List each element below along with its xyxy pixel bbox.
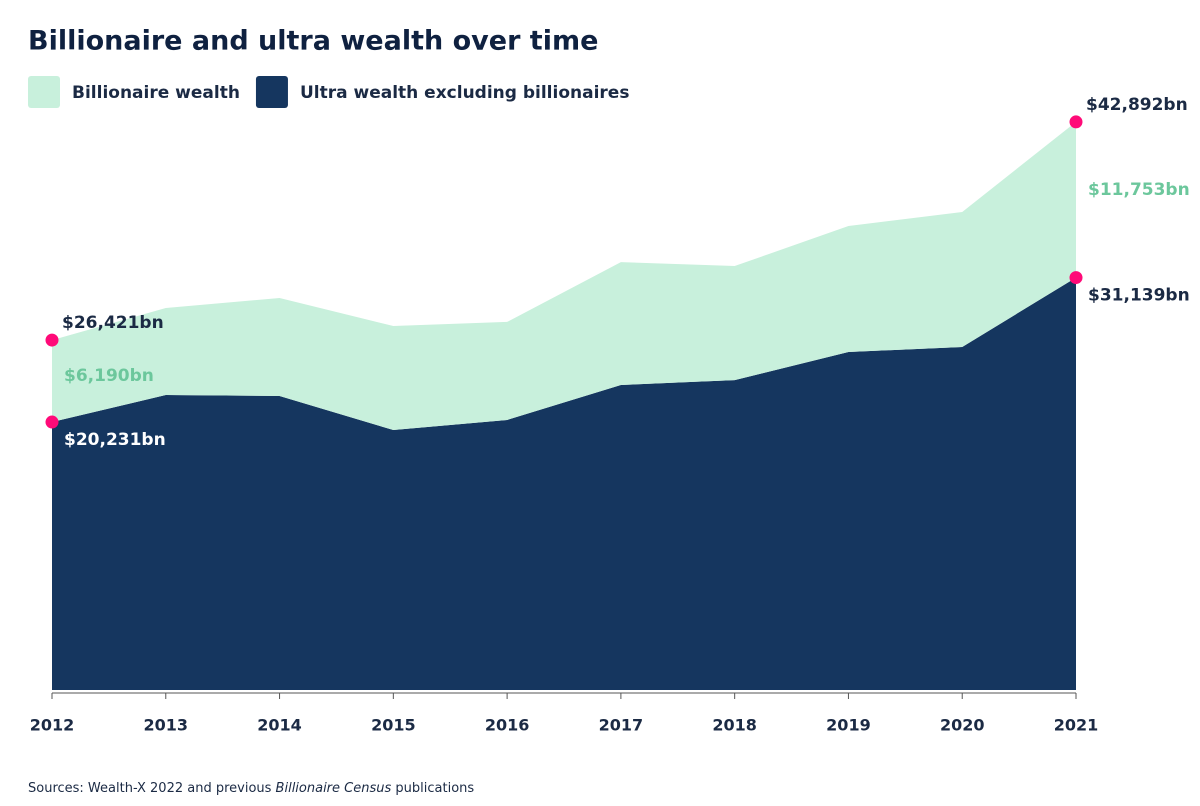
point-dot <box>45 415 59 429</box>
x-tick-label: 2016 <box>485 716 530 735</box>
value-label: $6,190bn <box>64 366 154 386</box>
x-tick-label: 2012 <box>30 716 75 735</box>
point-dot <box>1069 271 1083 285</box>
x-tick-label: 2015 <box>371 716 416 735</box>
area <box>52 277 1076 690</box>
x-tick-label: 2017 <box>599 716 644 735</box>
point-dot <box>1069 115 1083 129</box>
x-tick-label: 2014 <box>257 716 302 735</box>
x-tick-label: 2019 <box>826 716 871 735</box>
annotation: $42,892bn <box>1086 95 1188 115</box>
x-tick-label: 2013 <box>144 716 189 735</box>
annotation: $26,421bn <box>62 313 164 333</box>
legend-label: Billionaire wealth <box>72 83 240 103</box>
legend-swatch <box>255 76 288 108</box>
x-tick-label: 2021 <box>1054 716 1099 735</box>
x-tick-label: 2018 <box>712 716 757 735</box>
source-note: Sources: Wealth-X 2022 and previous Bill… <box>28 781 474 796</box>
value-label: $31,139bn <box>1088 286 1190 306</box>
x-tick-label: 2020 <box>940 716 985 735</box>
source-part: publications <box>391 781 474 796</box>
legend-swatch <box>28 76 60 108</box>
area <box>52 121 1076 431</box>
point-dot <box>45 333 59 347</box>
source-part: Billionaire Census <box>276 781 392 796</box>
source-part: Sources: Wealth-X 2022 and previous <box>28 781 276 796</box>
value-label: $20,231bn <box>64 430 166 450</box>
chart-title: Billionaire and ultra wealth over time <box>28 26 598 57</box>
legend-label: Ultra wealth excluding billionaires <box>300 83 630 103</box>
value-label: $11,753bn <box>1088 180 1190 200</box>
